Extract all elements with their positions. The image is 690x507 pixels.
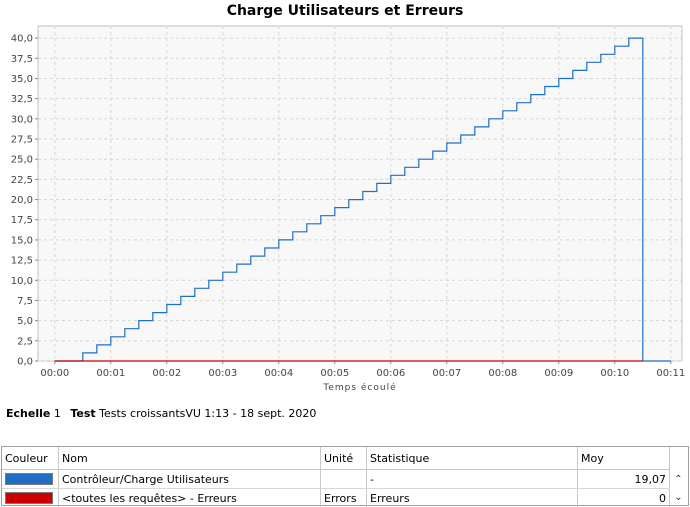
y-tick-label: 27,5 [11, 135, 33, 146]
y-tick-label: 22,5 [11, 175, 33, 186]
y-tick-label: 20,0 [11, 195, 33, 206]
header-average[interactable]: Moy [578, 447, 670, 469]
color-cell [2, 470, 59, 488]
color-swatch[interactable] [5, 473, 53, 485]
y-tick-label: 12,5 [11, 256, 33, 267]
y-tick-label: 25,0 [11, 155, 33, 166]
x-axis-label: Temps écoulé [322, 382, 396, 393]
statistic-cell: Erreurs [367, 489, 578, 507]
name-cell: <toutes les requêtes> - Erreurs [59, 489, 321, 507]
x-tick-label: 00:01 [96, 368, 125, 379]
y-tick-label: 17,5 [11, 215, 33, 226]
x-tick-label: 00:06 [376, 368, 405, 379]
y-tick-label: 5,0 [17, 316, 33, 327]
chart-title: Charge Utilisateurs et Erreurs [226, 3, 464, 19]
y-tick-label: 7,5 [17, 296, 33, 307]
scale-value: 1 [53, 407, 61, 420]
unit-cell: Errors [321, 489, 367, 507]
x-tick-label: 00:09 [544, 368, 573, 379]
y-tick-label: 30,0 [11, 114, 33, 125]
header-statistic[interactable]: Statistique [367, 447, 578, 469]
series-line [54, 37, 671, 362]
chart-area: Charge Utilisateurs et Erreurs 0,0 2,5 5,0… [11, 3, 685, 393]
chevron-up-icon[interactable]: ⌃ [674, 473, 683, 485]
x-tick-label: 00:05 [320, 368, 349, 379]
x-tick-label: 00:03 [208, 368, 237, 379]
x-tick-label: 00:10 [600, 368, 629, 379]
x-tick-label: 00:07 [432, 368, 461, 379]
legend-table-header: Couleur Nom Unité Statistique Moy [2, 447, 670, 470]
x-tick-label: 00:04 [264, 368, 293, 379]
y-tick-label: 37,5 [11, 54, 33, 65]
y-tick-label: 32,5 [11, 94, 33, 105]
test-label: Test [70, 407, 96, 420]
chevron-down-icon[interactable]: ⌄ [674, 491, 683, 503]
y-tick-label: 40,0 [11, 34, 33, 45]
header-name[interactable]: Nom [59, 447, 321, 469]
name-cell: Contrôleur/Charge Utilisateurs [59, 470, 321, 488]
x-tick-label: 00:02 [152, 368, 181, 379]
average-cell: 0 [578, 489, 670, 507]
x-tick-label: 00:08 [488, 368, 517, 379]
average-cell: 19,07 [578, 470, 670, 488]
legend-table: Couleur Nom Unité Statistique Moy Contrô… [1, 446, 689, 507]
y-tick-label: 0,0 [17, 357, 33, 368]
table-scrollbar[interactable]: ⌃ ⌄ [669, 470, 688, 506]
y-tick-label: 10,0 [11, 276, 33, 287]
y-tick-label: 15,0 [11, 235, 33, 246]
legend-row[interactable]: <toutes les requêtes> - Erreurs Errors E… [2, 489, 670, 507]
y-tick-label: 35,0 [11, 74, 33, 85]
x-tick-label: 00:11 [656, 368, 685, 379]
test-value: Tests croissantsVU 1:13 - 18 sept. 2020 [99, 407, 317, 420]
x-tick-label: 00:00 [40, 368, 69, 379]
chart-svg: 0,0 2,5 5,0 7,5 10,0 12,5 15,0 17,5 20,0 22,5 25,0… [11, 25, 685, 393]
y-tick-label: 2,5 [17, 336, 33, 347]
plot-area [37, 25, 683, 362]
scale-label: Echelle [6, 407, 51, 420]
header-color[interactable]: Couleur [2, 447, 59, 469]
test-info-line: Echelle 1 Test Tests croissantsVU 1:13 -… [6, 407, 322, 420]
color-cell [2, 489, 59, 507]
unit-cell [321, 470, 367, 488]
color-swatch[interactable] [5, 492, 53, 504]
statistic-cell: - [367, 470, 578, 488]
legend-row[interactable]: Contrôleur/Charge Utilisateurs - 19,07 [2, 470, 670, 489]
header-unit[interactable]: Unité [321, 447, 367, 469]
